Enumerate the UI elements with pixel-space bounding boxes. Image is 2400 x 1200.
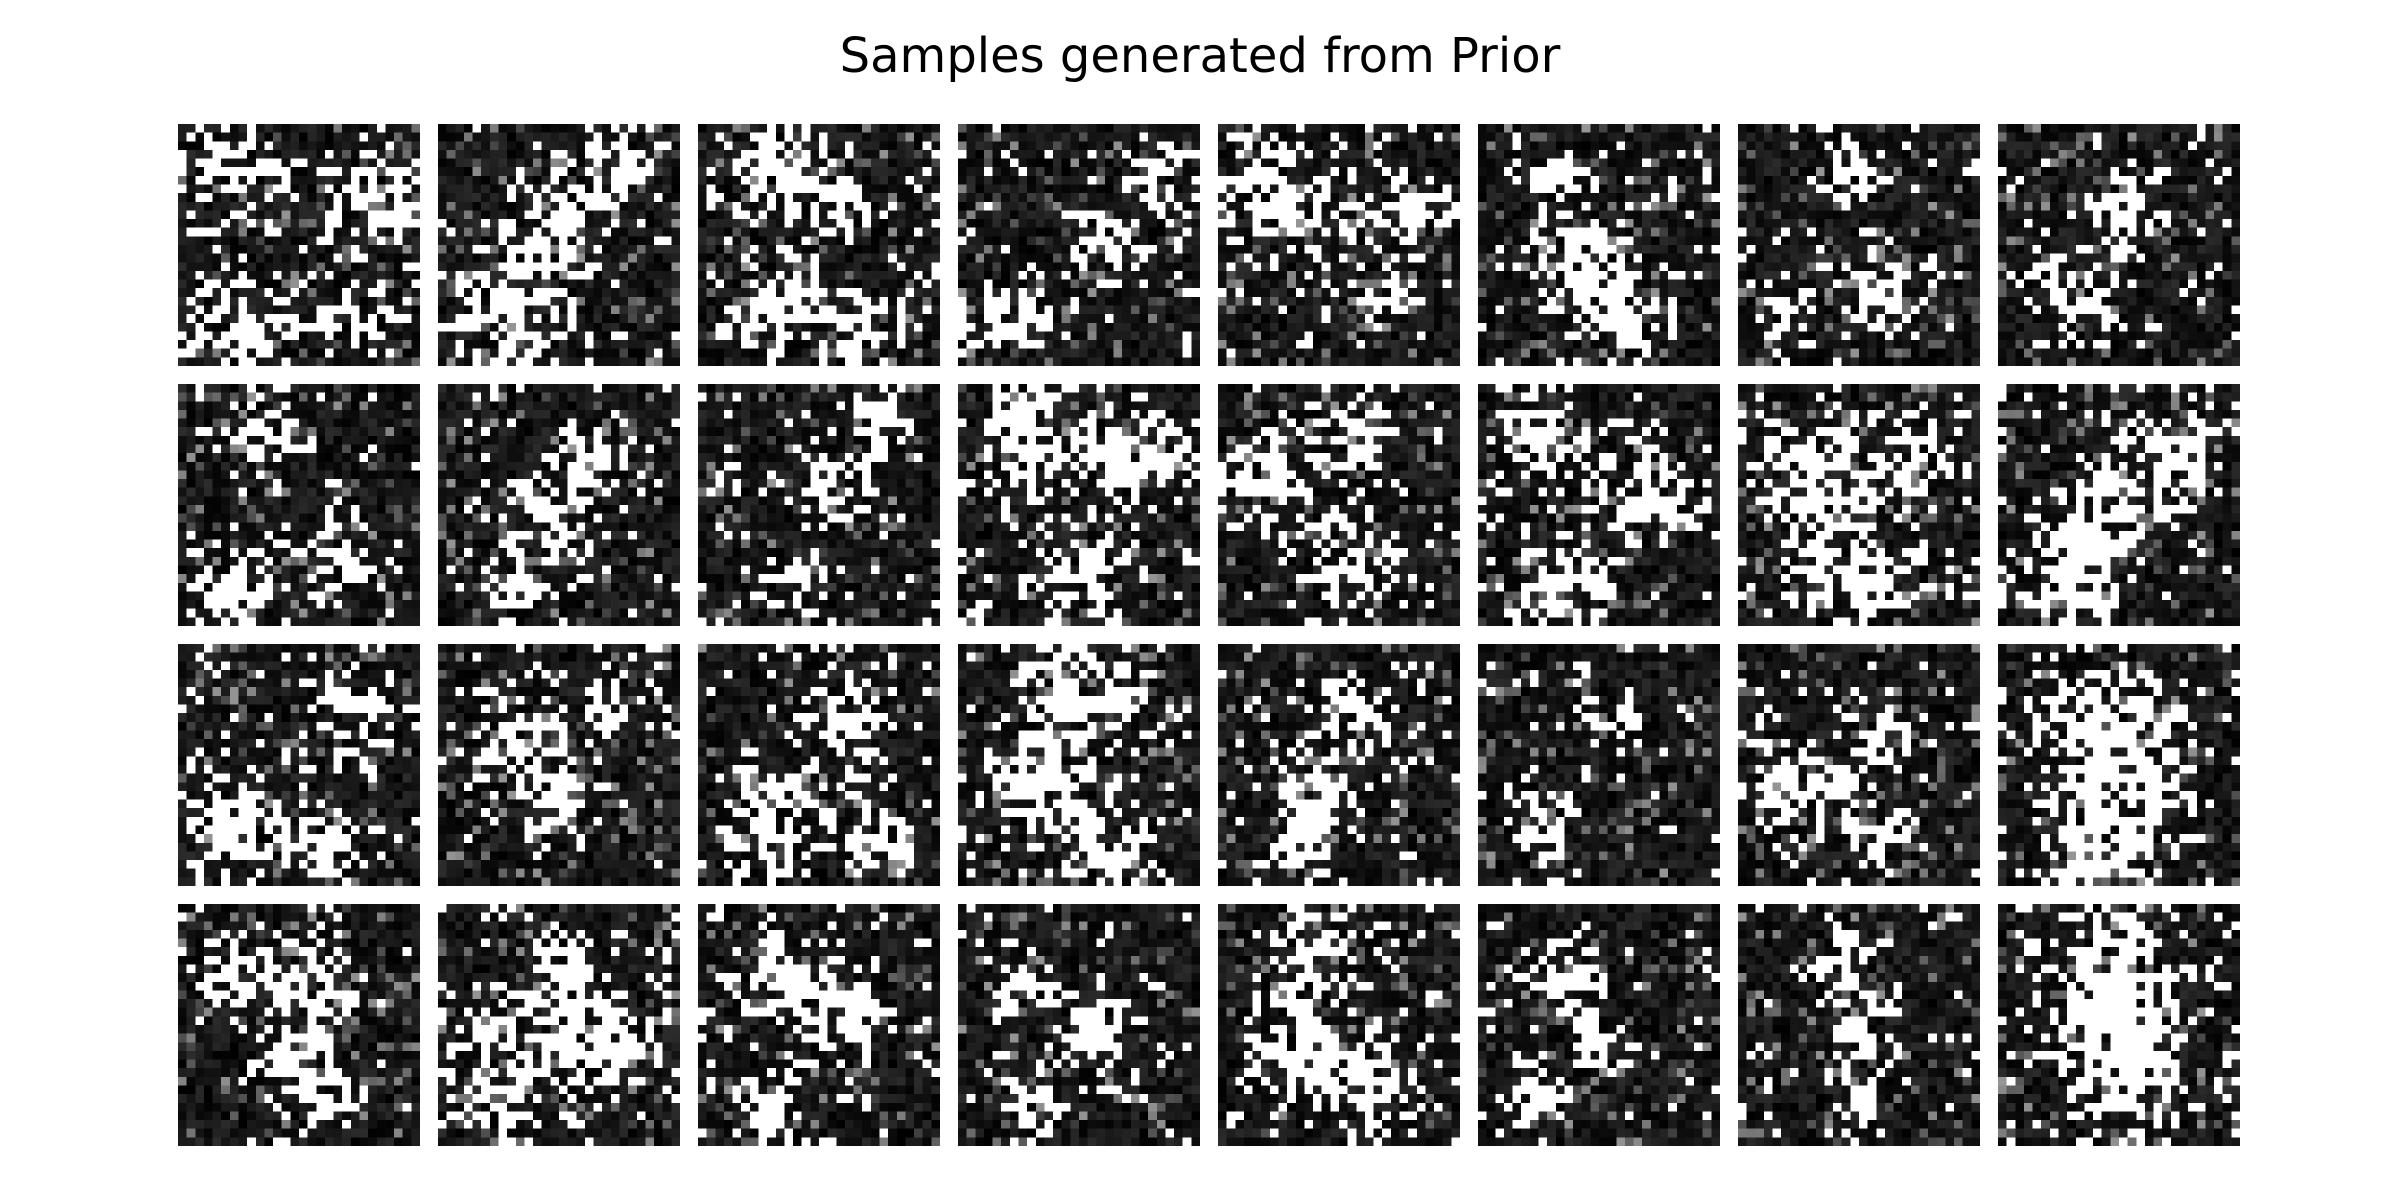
- sample-image-r1-c6: [1738, 384, 1980, 626]
- sample-image-r1-c2: [698, 384, 940, 626]
- sample-image-r0-c0: [178, 124, 420, 366]
- sample-image-r2-c1: [438, 644, 680, 886]
- sample-image-r3-c1: [438, 904, 680, 1146]
- sample-image-r0-c2: [698, 124, 940, 366]
- sample-image-r3-c0: [178, 904, 420, 1146]
- sample-image-r1-c0: [178, 384, 420, 626]
- sample-image-r0-c4: [1218, 124, 1460, 366]
- sample-image-r3-c7: [1998, 904, 2240, 1146]
- sample-image-r3-c6: [1738, 904, 1980, 1146]
- sample-image-r2-c5: [1478, 644, 1720, 886]
- sample-image-r1-c5: [1478, 384, 1720, 626]
- sample-image-r1-c4: [1218, 384, 1460, 626]
- sample-image-r2-c4: [1218, 644, 1460, 886]
- sample-image-r2-c0: [178, 644, 420, 886]
- sample-image-r3-c3: [958, 904, 1200, 1146]
- sample-image-r3-c5: [1478, 904, 1720, 1146]
- sample-image-r0-c1: [438, 124, 680, 366]
- sample-image-r2-c3: [958, 644, 1200, 886]
- sample-image-r2-c2: [698, 644, 940, 886]
- sample-image-r0-c3: [958, 124, 1200, 366]
- sample-image-r2-c6: [1738, 644, 1980, 886]
- sample-image-r0-c5: [1478, 124, 1720, 366]
- sample-image-r1-c7: [1998, 384, 2240, 626]
- sample-image-r1-c1: [438, 384, 680, 626]
- sample-image-r3-c2: [698, 904, 940, 1146]
- sample-image-r0-c6: [1738, 124, 1980, 366]
- sample-image-r0-c7: [1998, 124, 2240, 366]
- sample-image-r3-c4: [1218, 904, 1460, 1146]
- sample-image-r1-c3: [958, 384, 1200, 626]
- sample-image-r2-c7: [1998, 644, 2240, 886]
- figure-title: Samples generated from Prior: [839, 28, 1561, 84]
